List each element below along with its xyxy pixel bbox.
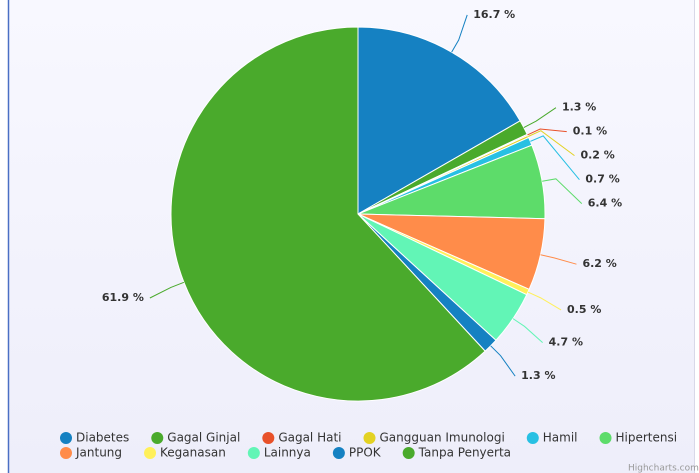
connector	[527, 128, 567, 136]
legend-symbol	[363, 432, 376, 444]
legend-symbol	[151, 432, 164, 444]
legend-label[interactable]: Jantung	[75, 446, 122, 460]
data-label: 16.7 %	[473, 8, 515, 21]
connector	[512, 318, 543, 344]
legend-symbol	[332, 447, 345, 459]
connector	[530, 135, 580, 180]
legend-label[interactable]: Lainnya	[264, 446, 311, 460]
data-label: 1.3 %	[562, 101, 596, 114]
data-label: 0.1 %	[573, 125, 607, 138]
connector	[527, 291, 562, 311]
legend-label[interactable]: Hipertensi	[616, 431, 678, 445]
legend-symbol	[60, 447, 72, 459]
legend-symbol	[247, 447, 260, 459]
legend-label[interactable]: Diabetes	[76, 431, 129, 445]
data-label: 6.2 %	[582, 257, 616, 270]
connector	[490, 345, 516, 377]
connector	[149, 281, 185, 299]
legend-symbol	[526, 432, 539, 444]
legend-label[interactable]: Tanpa Penyerta	[418, 446, 511, 460]
legend-label[interactable]: Gagal Ginjal	[167, 431, 240, 445]
connector	[451, 14, 468, 53]
data-label: 4.7 %	[549, 336, 583, 349]
connector	[527, 130, 575, 157]
data-label: 0.7 %	[585, 173, 619, 186]
connector	[523, 107, 557, 128]
credit: Highcharts.com	[628, 464, 699, 473]
data-label: 0.5 %	[567, 303, 601, 316]
legend-label[interactable]: Gangguan Imunologi	[380, 431, 505, 445]
legend-label[interactable]: Keganasan	[160, 446, 226, 460]
data-label: 0.2 %	[580, 149, 614, 162]
legend-label[interactable]: Gagal Hati	[278, 431, 341, 445]
data-label: 1.3 %	[521, 369, 555, 382]
legend-symbol	[402, 447, 415, 459]
connector	[542, 178, 583, 205]
legend-symbol	[144, 447, 157, 459]
legend-label[interactable]: Hamil	[543, 431, 578, 445]
legend-label[interactable]: PPOK	[349, 446, 382, 460]
legend-symbol	[262, 432, 275, 444]
legend-symbol	[60, 432, 72, 444]
legend-symbol	[599, 432, 612, 444]
connector	[540, 254, 577, 265]
data-label: 6.4 %	[588, 197, 622, 210]
data-label: 61.9 %	[102, 291, 144, 304]
